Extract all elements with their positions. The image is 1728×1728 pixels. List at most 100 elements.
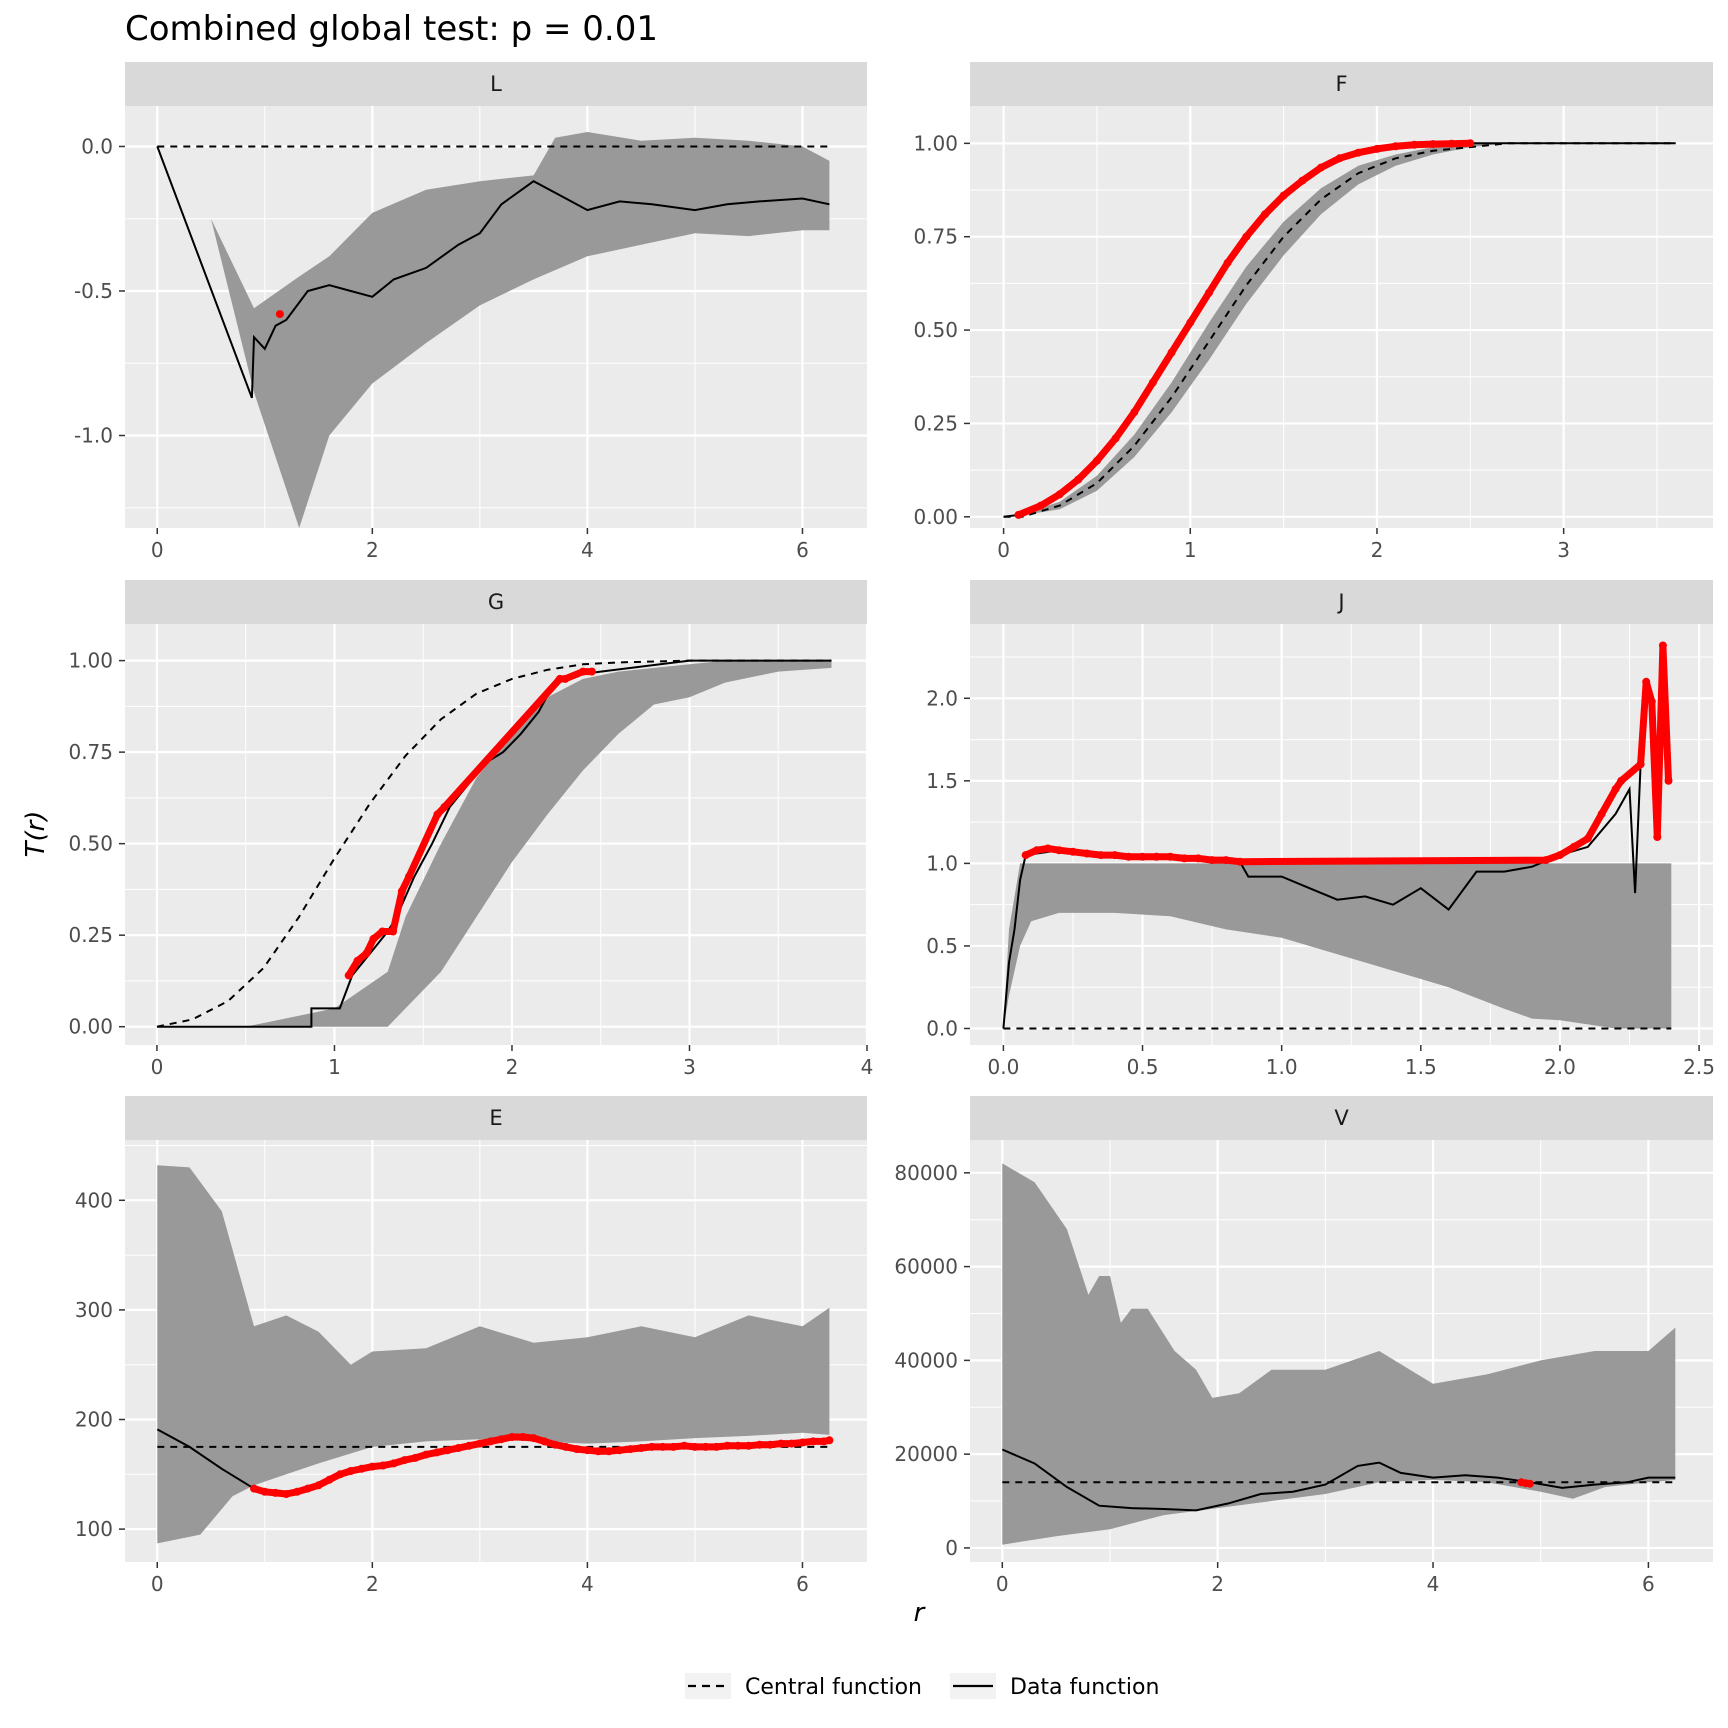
outside-envelope-point — [626, 1445, 635, 1454]
outside-envelope-point — [346, 1467, 355, 1475]
outside-envelope-point — [734, 1441, 742, 1450]
outside-envelope-point — [1597, 809, 1606, 818]
chart-title: Combined global test: p = 0.01 — [125, 9, 658, 49]
outside-envelope-point — [1429, 140, 1437, 149]
outside-envelope-point — [551, 1440, 560, 1449]
outside-envelope-point — [1525, 1479, 1534, 1488]
x-tick-label: 1.5 — [1405, 1055, 1437, 1079]
outside-envelope-point — [389, 1459, 398, 1468]
outside-envelope-point — [1167, 348, 1176, 357]
outside-envelope-point — [389, 927, 397, 936]
outside-envelope-point — [1069, 847, 1077, 856]
outside-envelope-point — [508, 1433, 517, 1441]
outside-envelope-point — [561, 1442, 570, 1451]
outside-envelope-point — [486, 1437, 495, 1446]
panel-V: V 0 2 4 6 0 20000 40000 60000 80000 — [894, 1096, 1713, 1596]
data-function-line — [1001, 1448, 1676, 1512]
x-tick-label: 1.0 — [1266, 1055, 1298, 1079]
x-tick-label: 4 — [1427, 1572, 1440, 1596]
y-tick-label: 0.0 — [81, 134, 113, 158]
outside-envelope-point — [357, 1464, 366, 1473]
data-function-line — [156, 146, 830, 399]
x-tick-label: 0.0 — [987, 1055, 1019, 1079]
x-tick-label: 3 — [683, 1055, 696, 1079]
x-tick-label: 4 — [861, 1055, 874, 1079]
panel-J: J 0.0 0.5 1.0 1.5 2.0 2.5 0.0 0.5 1.0 1.5 2.0 — [926, 580, 1715, 1079]
outside-envelope-point — [1096, 851, 1105, 860]
y-tick-label: 0.25 — [68, 923, 113, 947]
outside-envelope-point — [353, 956, 362, 965]
x-tick-label: 4 — [581, 1572, 594, 1596]
x-tick-label: 2 — [1211, 1572, 1224, 1596]
outside-envelope-point — [1555, 851, 1564, 860]
outside-envelope-point — [1152, 852, 1161, 861]
y-tick-label: 0.00 — [68, 1015, 113, 1039]
y-tick-label: 1.00 — [913, 131, 958, 155]
y-tick-label: 0.50 — [913, 318, 958, 342]
outside-envelope-point — [454, 1444, 463, 1452]
outside-envelope-point — [400, 1456, 409, 1465]
x-tick-label: 0 — [151, 1055, 164, 1079]
outside-envelope-point — [1055, 490, 1064, 499]
outside-envelope-point — [825, 1436, 834, 1445]
panel-strip-label: V — [1334, 1106, 1349, 1130]
x-tick-label: 6 — [796, 1572, 809, 1596]
outside-envelope-point — [1043, 844, 1052, 853]
outside-envelope-point — [362, 949, 371, 958]
outside-envelope-point — [422, 1450, 431, 1459]
outside-envelope-point — [440, 803, 449, 811]
panel-strip — [125, 1096, 867, 1140]
outside-envelope-point — [303, 1484, 312, 1493]
x-tick-label: 2 — [366, 1572, 379, 1596]
outside-envelope-point — [465, 1441, 474, 1450]
outside-envelope-point — [1055, 846, 1063, 855]
outside-envelope-point — [529, 1434, 538, 1443]
y-tick-label: 0.00 — [913, 505, 958, 529]
outside-envelope-point — [1014, 510, 1023, 519]
outside-envelope-point — [325, 1475, 334, 1484]
outside-envelope-point — [1664, 776, 1673, 785]
y-tick-label: 0.50 — [68, 832, 113, 856]
panel-strip — [125, 62, 867, 106]
x-tick-label: 1 — [328, 1055, 341, 1079]
outside-envelope-point — [1166, 852, 1175, 861]
outside-envelope-point — [1032, 846, 1041, 855]
outside-envelope-point — [1466, 139, 1475, 148]
y-tick-label: 60000 — [894, 1255, 958, 1279]
x-tick-label: 1 — [1184, 538, 1197, 562]
outside-envelope-point — [1373, 144, 1381, 153]
panel-strip-label: J — [1336, 590, 1344, 614]
y-tick-label: -0.5 — [74, 279, 113, 303]
x-tick-label: 2 — [366, 538, 379, 562]
y-tick-label: 80000 — [894, 1161, 958, 1185]
outside-envelope-point — [787, 1439, 796, 1448]
outside-envelope-point — [1298, 176, 1307, 185]
y-tick-label: 400 — [75, 1188, 113, 1212]
x-tick-label: 0 — [997, 538, 1010, 562]
panel-background — [970, 106, 1713, 528]
outside-envelope-point — [766, 1440, 775, 1449]
panel-strip — [125, 580, 867, 624]
y-tick-label: 100 — [75, 1517, 113, 1541]
outside-envelope-point — [1082, 849, 1091, 858]
y-tick-label: 0.75 — [913, 225, 958, 249]
outside-envelope-point — [690, 1442, 699, 1451]
outside-envelope-point — [369, 934, 378, 943]
outside-envelope-point — [1092, 456, 1101, 465]
outside-envelope-point — [712, 1442, 721, 1451]
outside-envelope-point — [809, 1437, 818, 1446]
outside-envelope-point — [1205, 288, 1213, 297]
panel-G: G 0 1 2 3 4 0.00 0.25 0.50 0.75 1.00 — [68, 580, 873, 1079]
x-tick-label: 2.0 — [1544, 1055, 1576, 1079]
outside-envelope-point — [1186, 318, 1195, 327]
outside-envelope-point — [275, 310, 284, 319]
outside-envelope-point — [777, 1439, 785, 1448]
outside-envelope-point — [583, 1446, 592, 1455]
panel-strip-label: G — [488, 590, 504, 614]
outside-envelope-point — [475, 1439, 484, 1448]
outside-envelope-point — [405, 872, 413, 881]
outside-envelope-point — [561, 674, 570, 683]
outside-envelope-point — [271, 1488, 280, 1497]
outside-envelope-point — [1636, 760, 1645, 769]
outside-envelope-point — [443, 1446, 452, 1455]
